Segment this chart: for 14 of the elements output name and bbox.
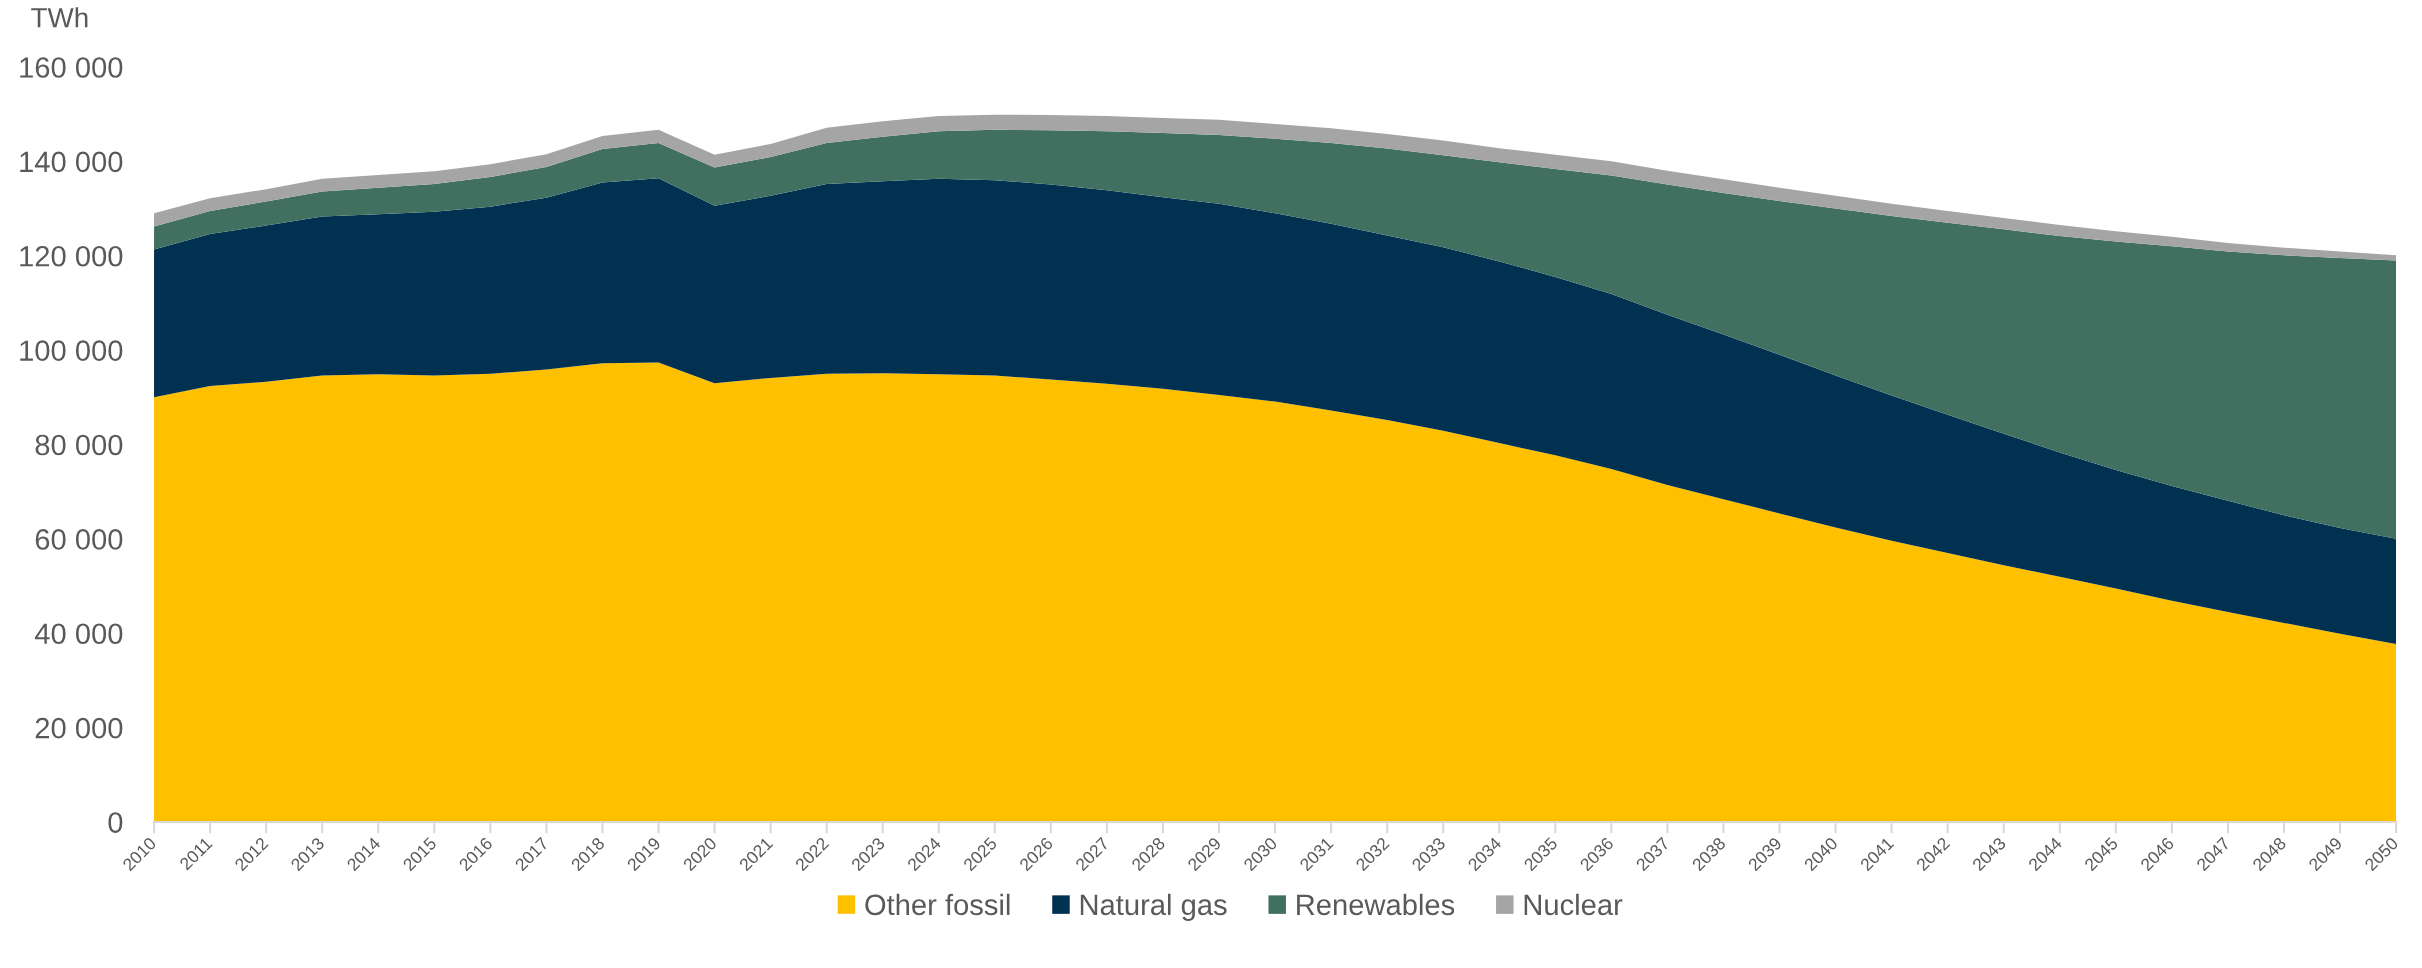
y-tick-label: 20 000: [35, 717, 123, 739]
legend-label: Nuclear: [1524, 893, 1623, 916]
y-axis-title: TWh: [31, 7, 88, 28]
y-tick-label: 80 000: [35, 434, 123, 456]
y-tick-label: 120 000: [20, 245, 123, 267]
y-tick-label: 60 000: [35, 529, 123, 550]
legend-label: Renewables: [1297, 893, 1455, 916]
legend-label: Natural gas: [1080, 893, 1227, 921]
y-tick-label: 140 000: [20, 151, 123, 173]
y-tick-label: 160 000: [20, 57, 123, 78]
y-tick-label: 40 000: [34, 623, 123, 645]
y-tick-label: 100 000: [20, 340, 123, 361]
y-tick-label: 0: [108, 812, 123, 833]
legend-label: Other fossil: [865, 893, 1010, 916]
